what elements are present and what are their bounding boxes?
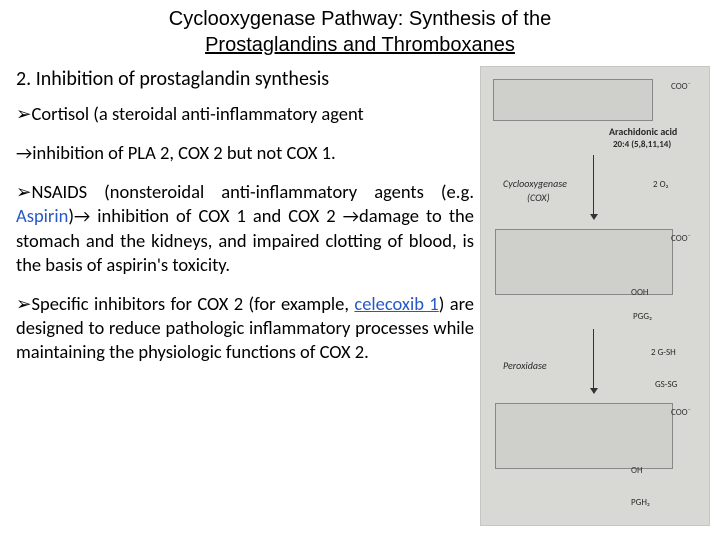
text-column: 2. Inhibition of prostaglandin synthesis… <box>16 66 474 526</box>
paragraph-cox2-inhibitors: ➢Specific inhibitors for COX 2 (for exam… <box>16 292 474 365</box>
bullet-icon: ➢ <box>16 102 32 125</box>
paragraph-pla2: →inhibition of PLA 2, COX 2 but not COX … <box>16 141 474 166</box>
label-gsh-out: GS-SG <box>655 379 677 390</box>
arrow-icon: → <box>343 205 359 227</box>
label-o2: 2 O₂ <box>653 179 669 190</box>
paragraph-text: inhibition of PLA 2, COX 2 but not COX 1… <box>32 141 335 164</box>
paragraph-text: Cortisol (a steroidal anti-inflammatory … <box>32 102 364 125</box>
label-pgg2: PGG₂ <box>633 311 652 322</box>
label-coo: COO⁻ <box>671 81 691 92</box>
label-ooh: OOH <box>631 287 649 298</box>
molecule-pgh2 <box>495 403 673 469</box>
text-seg: NSAIDS (nonsteroidal anti-inflammatory a… <box>32 180 474 203</box>
label-peroxidase: Peroxidase <box>503 359 547 372</box>
label-pgh2: PGH₂ <box>631 497 650 508</box>
paragraph-cortisol: ➢Cortisol (a steroidal anti-inflammatory… <box>16 102 474 126</box>
link-celecoxib: celecoxib 1 <box>354 292 438 315</box>
slide-title-line1: Cyclooxygenase Pathway: Synthesis of the <box>20 6 700 32</box>
slide-title-line2: Prostaglandins and Thromboxanes <box>20 32 700 58</box>
label-gsh-in: 2 G-SH <box>651 347 676 358</box>
reaction-arrow-1 <box>593 155 594 219</box>
bullet-icon: ➢ <box>16 292 32 315</box>
molecule-arachidonic <box>493 79 653 121</box>
reaction-arrow-2 <box>593 329 594 393</box>
label-cox-a: Cyclooxygenase <box>503 177 567 190</box>
section-heading: 2. Inhibition of prostaglandin synthesis <box>16 66 474 92</box>
label-coo: COO⁻ <box>671 233 691 244</box>
text-seg: inhibition of COX 1 and COX 2 <box>90 204 342 227</box>
arrow-icon: → <box>74 205 90 227</box>
bullet-icon: ➢ <box>16 180 32 203</box>
paragraph-nsaids: ➢NSAIDS (nonsteroidal anti-inflammatory … <box>16 180 474 278</box>
molecule-pgg2 <box>495 229 673 295</box>
label-arachidonic-name: Arachidonic acid <box>609 125 677 138</box>
arrow-icon: → <box>16 142 32 164</box>
label-arachidonic-sub: 20:4 (5,8,11,14) <box>613 139 671 150</box>
text-seg: Specific inhibitors for COX 2 (for examp… <box>32 292 355 315</box>
label-oh: OH <box>631 465 643 476</box>
label-coo: COO⁻ <box>671 407 691 418</box>
link-aspirin: Aspirin <box>16 204 68 227</box>
label-cox-b: (COX) <box>527 191 550 204</box>
pathway-diagram: COO⁻ Arachidonic acid 20:4 (5,8,11,14) 2… <box>480 66 710 526</box>
